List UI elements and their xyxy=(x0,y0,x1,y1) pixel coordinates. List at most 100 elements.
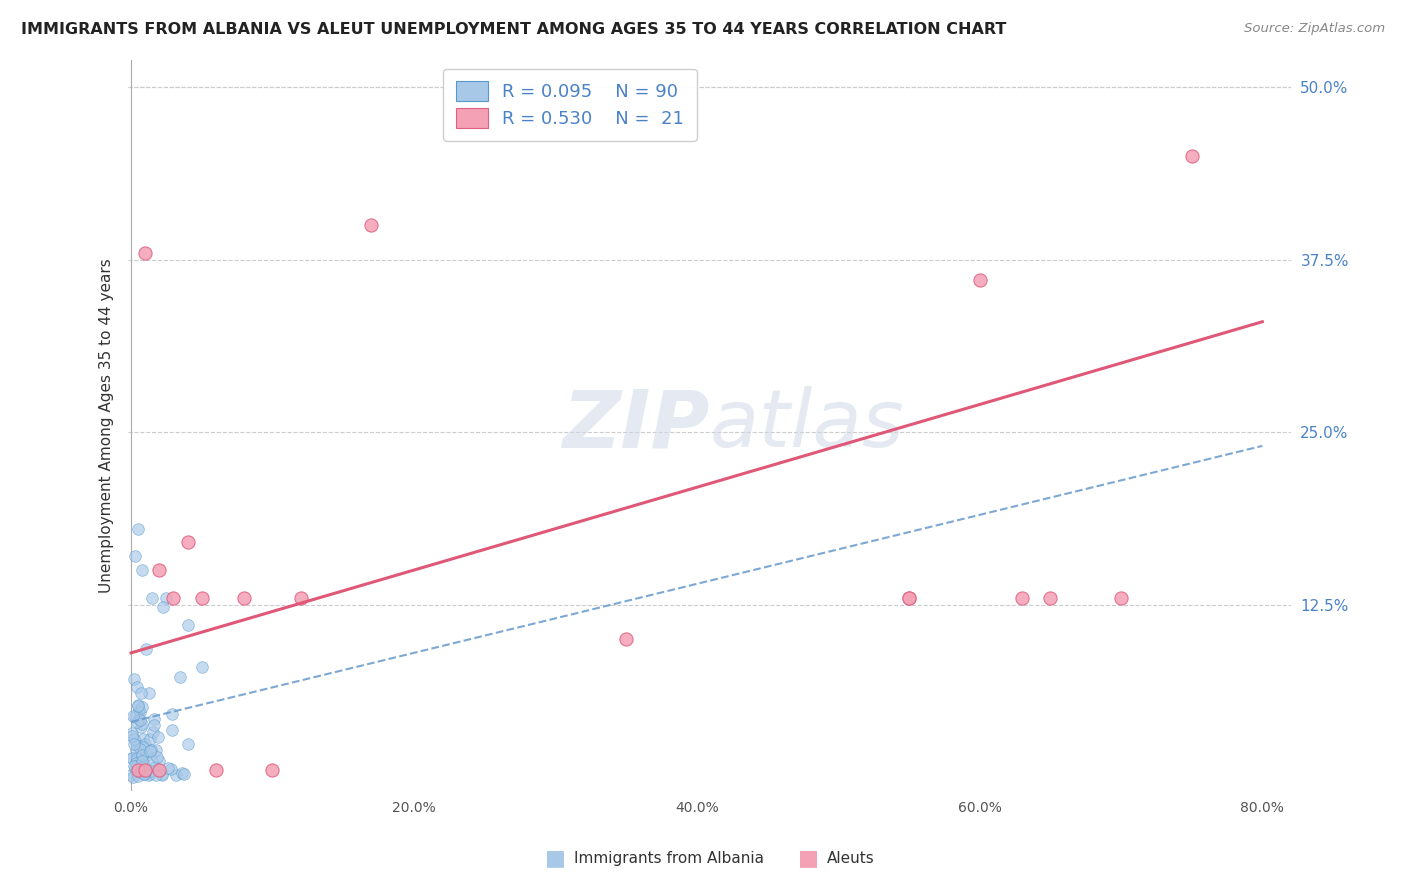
Point xyxy=(132,732,155,747)
Point xyxy=(131,563,153,577)
Point xyxy=(122,738,145,752)
Point xyxy=(1011,591,1033,605)
Text: Immigrants from Albania: Immigrants from Albania xyxy=(574,851,763,865)
Point xyxy=(129,686,152,700)
Point xyxy=(132,764,155,779)
Point xyxy=(129,713,152,727)
Point xyxy=(124,756,146,770)
Point xyxy=(170,765,193,780)
Point xyxy=(122,758,145,772)
Point xyxy=(128,764,150,778)
Text: IMMIGRANTS FROM ALBANIA VS ALEUT UNEMPLOYMENT AMONG AGES 35 TO 44 YEARS CORRELAT: IMMIGRANTS FROM ALBANIA VS ALEUT UNEMPLO… xyxy=(21,22,1007,37)
Point xyxy=(139,743,162,757)
Text: ■: ■ xyxy=(799,848,818,868)
Point xyxy=(120,768,142,782)
Legend: R = 0.095    N = 90, R = 0.530    N =  21: R = 0.095 N = 90, R = 0.530 N = 21 xyxy=(443,69,697,141)
Point xyxy=(139,744,162,758)
Point xyxy=(124,761,146,775)
Point xyxy=(121,729,143,743)
Point xyxy=(139,766,162,780)
Point xyxy=(166,767,188,781)
Point xyxy=(145,750,167,764)
Point xyxy=(148,754,170,768)
Point xyxy=(148,763,170,777)
Point xyxy=(155,591,177,605)
Point xyxy=(128,703,150,717)
Point xyxy=(121,726,143,740)
Point xyxy=(152,599,174,614)
Point xyxy=(121,750,143,764)
Point xyxy=(127,714,149,729)
Text: Source: ZipAtlas.com: Source: ZipAtlas.com xyxy=(1244,22,1385,36)
Point xyxy=(129,742,152,756)
Point xyxy=(129,765,152,780)
Text: Aleuts: Aleuts xyxy=(827,851,875,865)
Point xyxy=(131,748,153,763)
Y-axis label: Unemployment Among Ages 35 to 44 years: Unemployment Among Ages 35 to 44 years xyxy=(100,258,114,592)
Point xyxy=(969,273,991,287)
Point xyxy=(131,700,153,714)
Point xyxy=(131,760,153,774)
Point xyxy=(139,732,162,747)
Point xyxy=(134,763,156,777)
Point xyxy=(136,768,159,782)
Point xyxy=(148,563,170,577)
Point xyxy=(122,672,145,686)
Point xyxy=(160,707,183,722)
Point xyxy=(127,698,149,712)
Point xyxy=(127,769,149,783)
Point xyxy=(132,758,155,772)
Point xyxy=(205,763,228,777)
Point xyxy=(131,764,153,779)
Point xyxy=(134,642,156,657)
Point xyxy=(145,742,167,756)
Point xyxy=(233,591,256,605)
Point xyxy=(897,591,920,605)
Point xyxy=(132,767,155,781)
Point xyxy=(1181,149,1204,163)
Point xyxy=(122,708,145,723)
Point xyxy=(128,712,150,726)
Point xyxy=(157,761,180,775)
Point xyxy=(138,686,160,700)
Point xyxy=(131,749,153,764)
Point xyxy=(290,591,312,605)
Point xyxy=(1039,591,1062,605)
Point xyxy=(129,764,152,778)
Point xyxy=(177,737,200,751)
Point xyxy=(128,762,150,776)
Point xyxy=(121,751,143,765)
Point xyxy=(131,763,153,777)
Point xyxy=(150,768,173,782)
Point xyxy=(897,591,920,605)
Point xyxy=(125,758,148,772)
Point xyxy=(150,767,173,781)
Point xyxy=(124,732,146,747)
Point xyxy=(129,720,152,734)
Point xyxy=(131,739,153,754)
Point xyxy=(1109,591,1132,605)
Point xyxy=(127,763,149,777)
Point xyxy=(162,591,184,605)
Text: ■: ■ xyxy=(546,848,565,868)
Point xyxy=(191,591,214,605)
Point xyxy=(121,770,143,784)
Point xyxy=(142,725,165,739)
Point xyxy=(127,522,149,536)
Point xyxy=(143,712,166,726)
Point xyxy=(143,760,166,774)
Point xyxy=(141,591,163,605)
Point xyxy=(135,764,157,779)
Point xyxy=(262,763,284,777)
Point xyxy=(160,723,183,738)
Point xyxy=(141,764,163,778)
Point xyxy=(124,743,146,757)
Point xyxy=(124,549,146,564)
Text: ZIP: ZIP xyxy=(562,386,710,464)
Point xyxy=(134,245,156,260)
Point xyxy=(131,717,153,731)
Point xyxy=(146,731,169,745)
Point xyxy=(131,754,153,768)
Point xyxy=(125,764,148,779)
Point xyxy=(127,680,149,694)
